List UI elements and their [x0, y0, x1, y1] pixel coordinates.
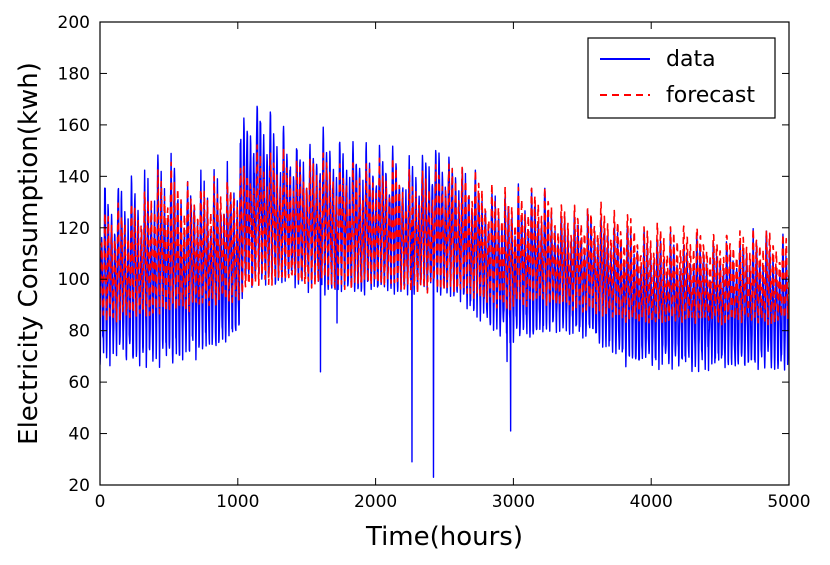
- y-axis-label: Electricity Consumption(kwh): [14, 62, 44, 445]
- y-tick-label: 200: [58, 13, 90, 33]
- axis-ticks: 0 1000 2000 3000 4000 5000 20 40 60 80 100 120 140 16…: [58, 13, 811, 512]
- y-tick-label: 60: [68, 373, 90, 393]
- legend-label-data: data: [666, 47, 716, 72]
- y-tick-label: 160: [58, 116, 90, 136]
- plot-frame: [99, 21, 790, 486]
- plot-series: [100, 105, 789, 478]
- legend-label-forecast: forecast: [666, 83, 755, 108]
- x-tick-label: 3000: [492, 492, 535, 512]
- y-tick-label: 20: [68, 476, 90, 496]
- y-tick-label: 180: [58, 64, 90, 84]
- x-tick-label: 1000: [216, 492, 259, 512]
- x-tick-label: 2000: [354, 492, 397, 512]
- legend: data forecast: [587, 37, 776, 119]
- x-tick-label: 5000: [767, 492, 810, 512]
- y-tick-label: 140: [58, 167, 90, 187]
- series-line-forecast: [100, 144, 789, 326]
- x-axis-label: Time(hours): [365, 522, 523, 552]
- y-tick-label: 40: [68, 425, 90, 445]
- y-tick-label: 120: [58, 219, 90, 239]
- y-tick-label: 80: [68, 322, 90, 342]
- legend-frame: [587, 37, 776, 119]
- x-tick-label: 4000: [630, 492, 673, 512]
- x-tick-label: 0: [95, 492, 106, 512]
- y-tick-label: 100: [58, 270, 90, 290]
